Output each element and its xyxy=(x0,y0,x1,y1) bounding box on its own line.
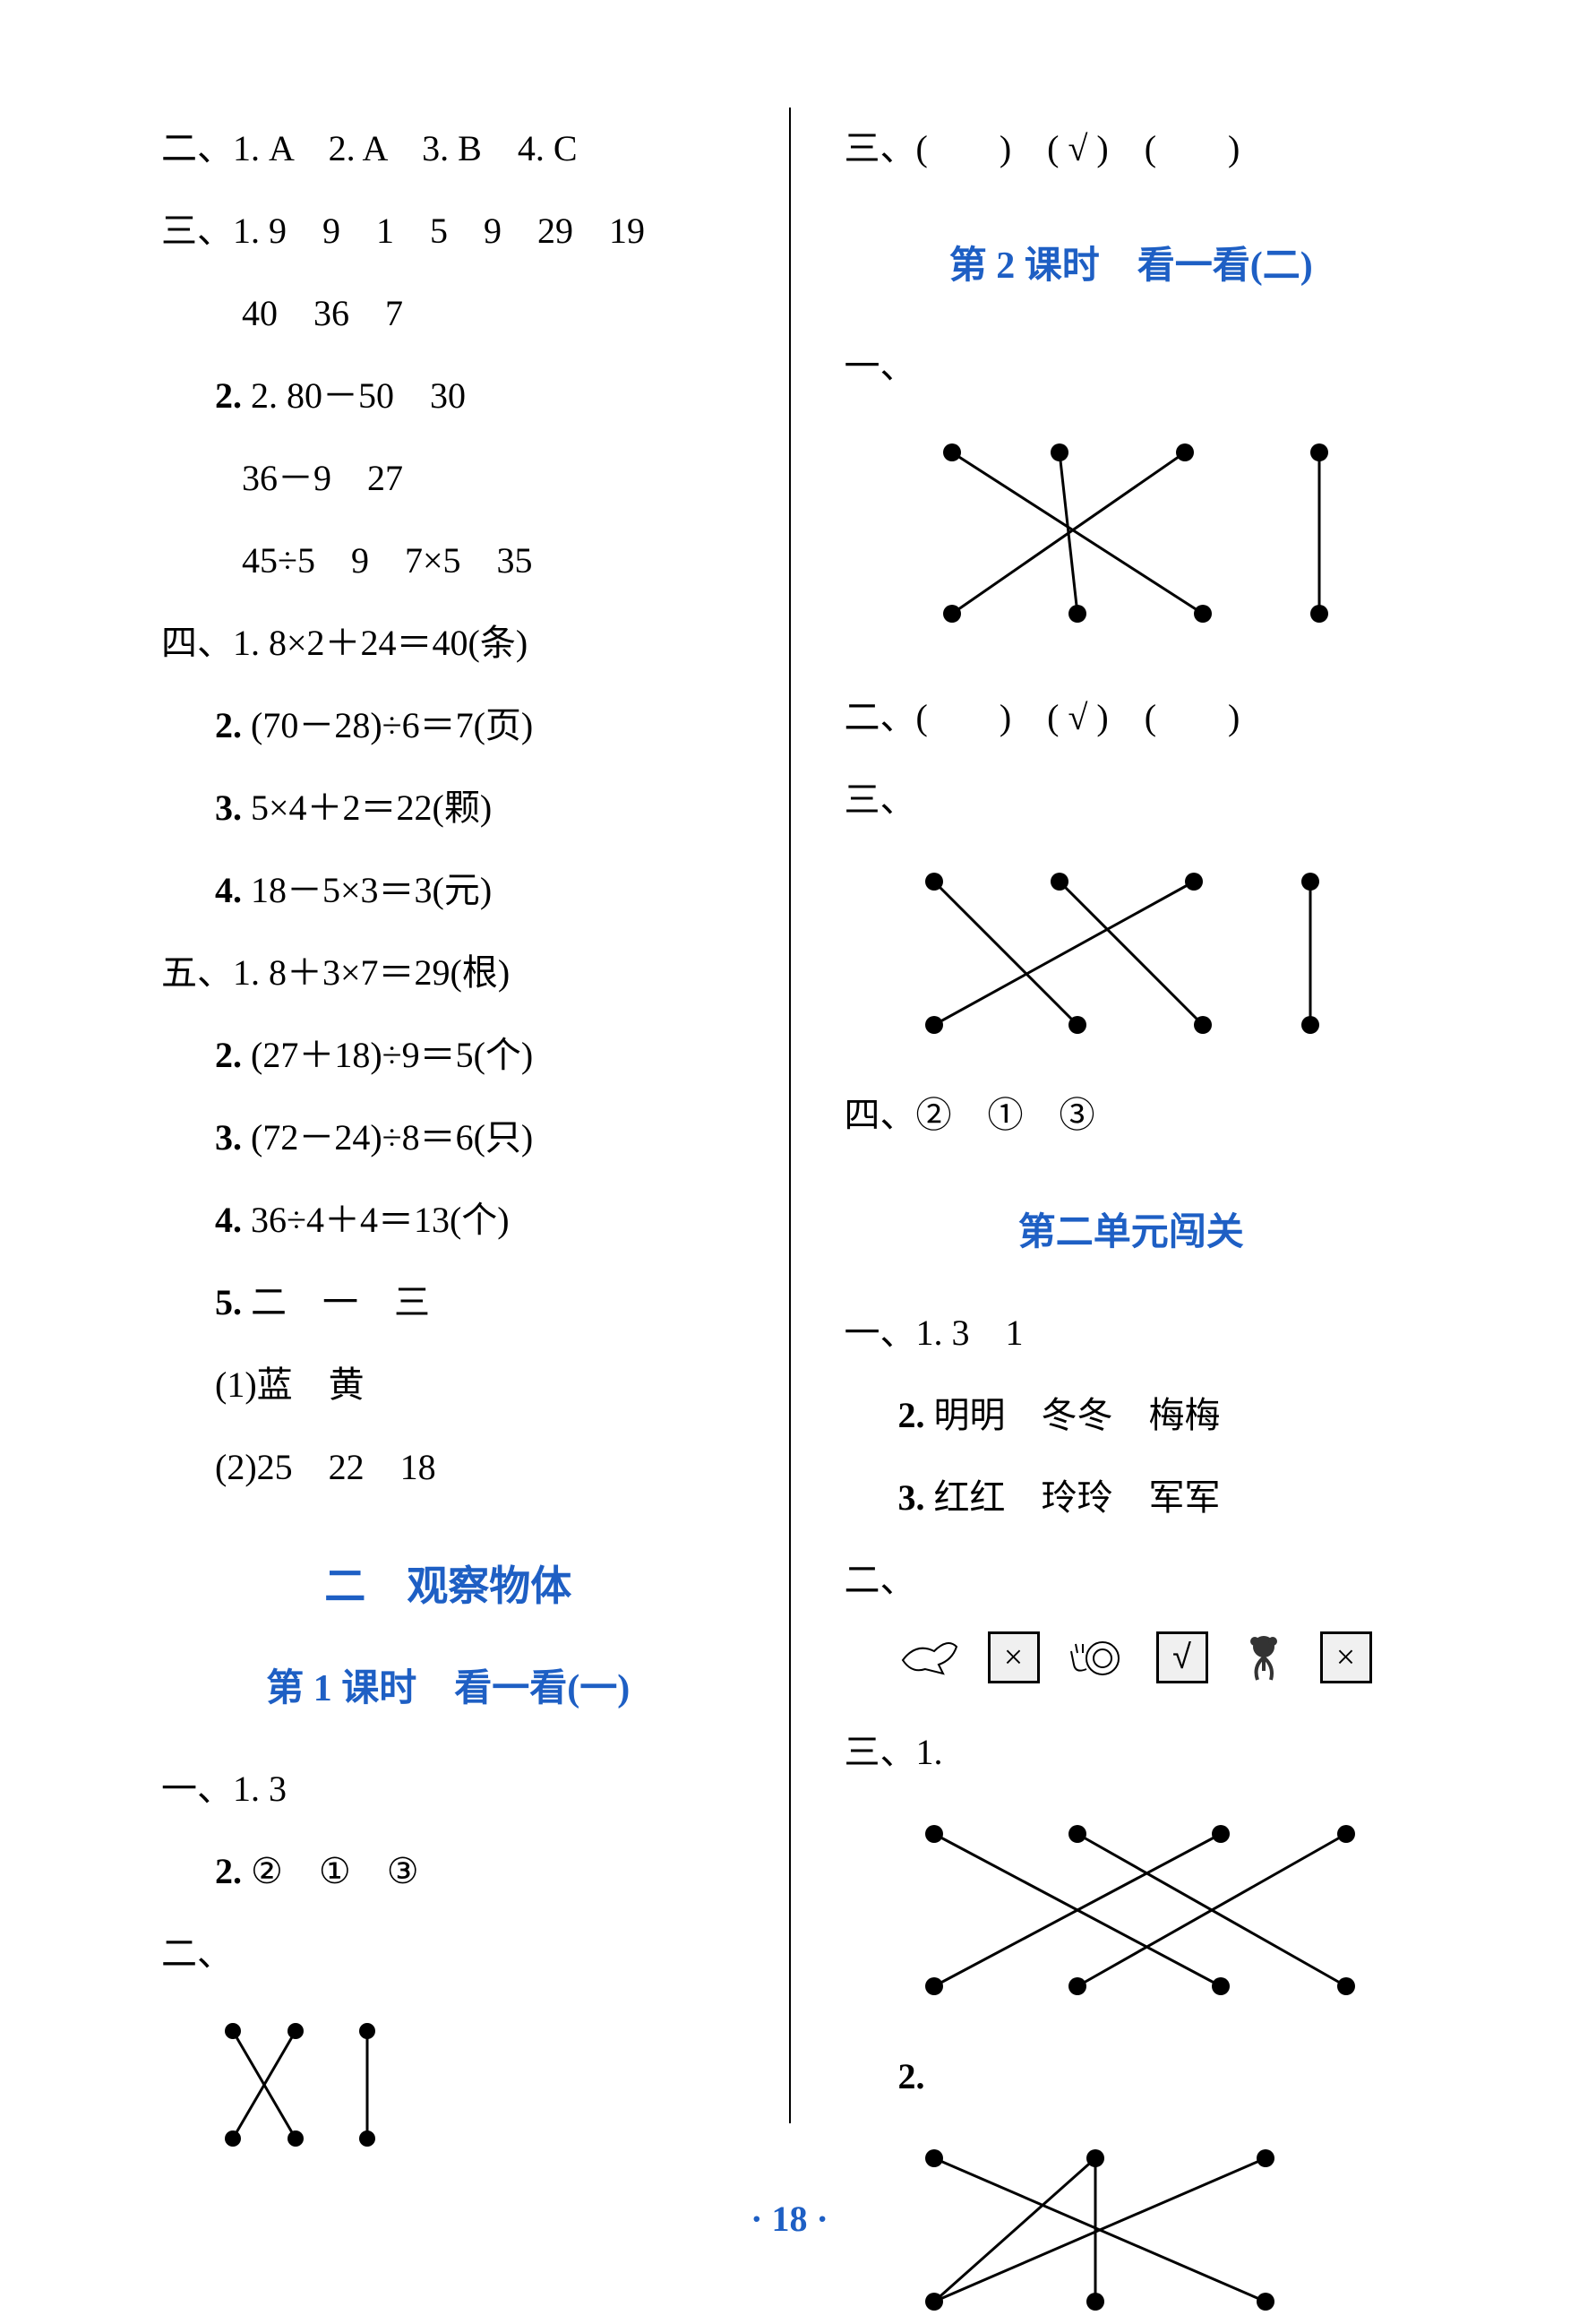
matching-diagram xyxy=(898,859,1419,1047)
text-line: 三、( ) ( √ ) ( ) xyxy=(845,108,1419,190)
text-line: 4. 36÷4＋4＝13(个) xyxy=(161,1179,735,1261)
text-line: 3. (72－24)÷8＝6(只) xyxy=(161,1097,735,1179)
icon-mark-row: × √ × xyxy=(898,1631,1419,1684)
text-line: 三、1. 9 9 1 5 9 29 19 xyxy=(161,190,735,272)
text-line: 三、 xyxy=(845,759,1419,841)
text-line: 2. ② ① ③ xyxy=(161,1830,735,1913)
text-line: 5. 二 一 三 xyxy=(161,1261,735,1344)
text-span: 4. xyxy=(215,1200,242,1240)
lesson-heading: 第 1 课时 看一看(一) xyxy=(161,1657,735,1712)
text-line: 2. (27＋18)÷9＝5(个) xyxy=(161,1014,735,1097)
section-heading: 二 观察物体 xyxy=(161,1554,735,1613)
left-column: 二、1. A 2. A 3. B 4. C 三、1. 9 9 1 5 9 29 … xyxy=(125,108,771,2231)
text-span: 4. xyxy=(215,870,242,910)
mark-box: √ xyxy=(1156,1631,1208,1683)
text-line: 四、② ① ③ xyxy=(845,1074,1419,1157)
snail-icon xyxy=(1067,1633,1129,1683)
text-line: 45÷5 9 7×5 35 xyxy=(161,520,735,602)
text-line: (2)25 22 18 xyxy=(161,1426,735,1509)
text-line: 4. 18－5×3＝3(元) xyxy=(161,849,735,932)
text-line: 40 36 7 xyxy=(161,272,735,355)
text-line: 2. 明明 冬冬 梅梅 xyxy=(845,1374,1419,1457)
matching-diagram xyxy=(898,426,1419,650)
matching-diagram xyxy=(215,2013,735,2156)
text-line: 2. (70－28)÷6＝7(页) xyxy=(161,684,735,767)
text-span: 3. xyxy=(215,788,242,828)
bird-icon xyxy=(898,1633,961,1683)
text-line: 一、1. 3 xyxy=(161,1748,735,1830)
right-column: 三、( ) ( √ ) ( ) 第 2 课时 看一看(二) 一、 二、( ) (… xyxy=(809,108,1455,2231)
cross-svg xyxy=(898,426,1364,650)
lesson-heading: 第 2 课时 看一看(二) xyxy=(845,235,1419,289)
text-span: 2. 80－50 30 xyxy=(251,375,466,416)
cross-svg xyxy=(898,2136,1310,2324)
text-line: 二、1. A 2. A 3. B 4. C xyxy=(161,108,735,190)
text-line: 3. 5×4＋2＝22(颗) xyxy=(161,767,735,849)
mark-box: × xyxy=(1320,1631,1372,1683)
text-span: 2. xyxy=(215,1851,242,1891)
text-line: 36－9 27 xyxy=(161,437,735,520)
matching-diagram xyxy=(898,2136,1419,2324)
cross-svg xyxy=(898,1812,1373,2009)
text-line: (1)蓝 黄 xyxy=(161,1344,735,1426)
page-number: · 18 · xyxy=(751,2198,828,2240)
text-line: 五、1. 8＋3×7＝29(根) xyxy=(161,932,735,1014)
monkey-icon xyxy=(1235,1631,1293,1684)
text-span: 5. xyxy=(215,1282,242,1322)
text-line: 3. 红红 玲玲 军军 xyxy=(845,1457,1419,1539)
unit-heading: 第二单元闯关 xyxy=(845,1201,1419,1256)
text-span: 3. xyxy=(898,1477,925,1518)
cross-svg xyxy=(215,2013,430,2156)
text-line: 四、1. 8×2＋24＝40(条) xyxy=(161,602,735,684)
text-line: 2. 2. 80－50 30 xyxy=(161,355,735,437)
matching-diagram xyxy=(898,1812,1419,2009)
text-line: 三、1. xyxy=(845,1711,1419,1794)
text-line: 一、1. 3 1 xyxy=(845,1292,1419,1374)
text-line: 二、 xyxy=(845,1539,1419,1622)
text-line: 二、 xyxy=(161,1913,735,1995)
mark-box: × xyxy=(988,1631,1040,1683)
text-line: 二、( ) ( √ ) ( ) xyxy=(845,676,1419,759)
text-span: 2. xyxy=(215,1035,242,1075)
column-divider xyxy=(789,108,791,2123)
text-line: 2. xyxy=(845,2036,1419,2118)
text-span: 2. xyxy=(898,1395,925,1435)
text-span: 3. xyxy=(215,1117,242,1158)
cross-svg xyxy=(898,859,1346,1047)
text-span: 2. xyxy=(215,705,242,745)
text-line: 一、 xyxy=(845,325,1419,408)
